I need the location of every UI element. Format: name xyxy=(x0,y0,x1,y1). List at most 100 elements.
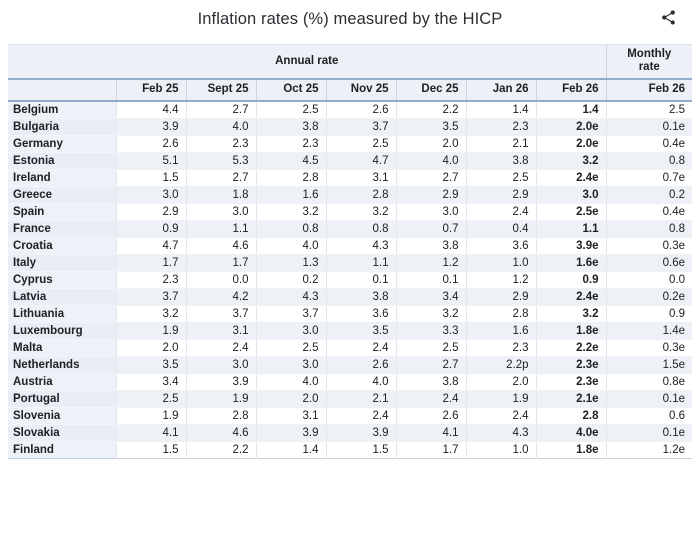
annual-rate-cell: 1.1 xyxy=(535,220,607,238)
table-row: France 0.9 1.1 0.8 0.8 0.7 0.4 1.1 0.8 xyxy=(8,220,693,238)
annual-rate-cell: 4.0 xyxy=(255,237,326,255)
country-label: Slovakia xyxy=(8,424,116,442)
table-row: Bulgaria 3.9 4.0 3.8 3.7 3.5 2.3 2.0e 0.1e xyxy=(8,118,693,136)
annual-rate-cell: 2.9 xyxy=(465,288,536,306)
monthly-rate-cell: 0.3e xyxy=(605,339,693,357)
monthly-rate-cell: 0.9 xyxy=(605,305,693,323)
annual-rate-cell: 2.1e xyxy=(535,390,607,408)
annual-rate-cell: 2.0e xyxy=(535,118,607,136)
annual-rate-cell: 2.4e xyxy=(535,169,607,187)
annual-rate-cell: 2.9 xyxy=(115,203,186,221)
annual-rate-cell: 2.7 xyxy=(185,100,256,119)
annual-rate-cell: 0.8 xyxy=(255,220,326,238)
annual-rate-cell: 2.2p xyxy=(465,356,536,374)
annual-rate-cell: 2.9 xyxy=(395,186,466,204)
country-label: Italy xyxy=(8,254,116,272)
annual-rate-cell: 2.5 xyxy=(325,135,396,153)
group-header-row: Annual rate Monthly rate xyxy=(8,44,693,80)
monthly-rate-cell: 0.0 xyxy=(605,271,693,289)
annual-rate-cell: 2.0 xyxy=(115,339,186,357)
annual-rate-cell: 2.3 xyxy=(255,135,326,153)
annual-rate-cell: 3.1 xyxy=(325,169,396,187)
table-row: Malta 2.0 2.4 2.5 2.4 2.5 2.3 2.2e 0.3e xyxy=(8,339,693,357)
annual-rate-cell: 2.6 xyxy=(115,135,186,153)
annual-rate-cell: 3.3 xyxy=(395,322,466,340)
table-row: Ireland 1.5 2.7 2.8 3.1 2.7 2.5 2.4e 0.7e xyxy=(8,169,693,187)
country-label: Germany xyxy=(8,135,116,153)
annual-rate-cell: 0.9 xyxy=(535,271,607,289)
annual-rate-cell: 1.4 xyxy=(255,441,326,458)
title-bar: Inflation rates (%) measured by the HICP xyxy=(0,0,700,40)
column-header-sept25: Sept 25 xyxy=(185,78,256,102)
annual-rate-cell: 3.8 xyxy=(395,237,466,255)
date-header-row: Feb 25 Sept 25 Oct 25 Nov 25 Dec 25 Jan … xyxy=(8,78,693,102)
monthly-rate-cell: 0.2e xyxy=(605,288,693,306)
column-header-dec25: Dec 25 xyxy=(395,78,466,102)
annual-rate-cell: 3.2 xyxy=(325,203,396,221)
annual-rate-cell: 2.1 xyxy=(465,135,536,153)
annual-rate-cell: 3.9 xyxy=(115,118,186,136)
annual-rate-cell: 1.7 xyxy=(395,441,466,458)
annual-rate-cell: 2.8 xyxy=(465,305,536,323)
annual-rate-cell: 3.1 xyxy=(255,407,326,425)
annual-rate-cell: 1.9 xyxy=(185,390,256,408)
country-label: Malta xyxy=(8,339,116,357)
annual-rate-cell: 3.6 xyxy=(325,305,396,323)
annual-rate-cell: 4.1 xyxy=(115,424,186,442)
country-label: Slovenia xyxy=(8,407,116,425)
monthly-rate-cell: 0.8 xyxy=(605,152,693,170)
annual-rate-cell: 4.0 xyxy=(255,373,326,391)
table-row: Austria 3.4 3.9 4.0 4.0 3.8 2.0 2.3e 0.8e xyxy=(8,373,693,391)
annual-rate-cell: 1.0 xyxy=(465,441,536,458)
country-label: Netherlands xyxy=(8,356,116,374)
annual-rate-cell: 3.8 xyxy=(325,288,396,306)
monthly-rate-cell: 0.3e xyxy=(605,237,693,255)
annual-rate-cell: 0.0 xyxy=(185,271,256,289)
monthly-rate-cell: 0.1e xyxy=(605,390,693,408)
annual-rate-cell: 4.3 xyxy=(325,237,396,255)
annual-rate-cell: 0.1 xyxy=(395,271,466,289)
annual-rate-cell: 3.0 xyxy=(185,356,256,374)
table-row: Slovakia 4.1 4.6 3.9 3.9 4.1 4.3 4.0e 0.1e xyxy=(8,424,693,442)
country-label: France xyxy=(8,220,116,238)
table-row: Latvia 3.7 4.2 4.3 3.8 3.4 2.9 2.4e 0.2e xyxy=(8,288,693,306)
table-row: Slovenia 1.9 2.8 3.1 2.4 2.6 2.4 2.8 0.6 xyxy=(8,407,693,425)
annual-rate-cell: 3.0 xyxy=(255,356,326,374)
annual-rate-cell: 4.2 xyxy=(185,288,256,306)
country-label: Luxembourg xyxy=(8,322,116,340)
annual-rate-cell: 3.8 xyxy=(255,118,326,136)
annual-rate-cell: 3.7 xyxy=(115,288,186,306)
country-label: Belgium xyxy=(8,100,116,119)
annual-rate-cell: 2.7 xyxy=(185,169,256,187)
annual-rate-cell: 2.3 xyxy=(115,271,186,289)
annual-rate-cell: 0.9 xyxy=(115,220,186,238)
annual-rate-cell: 1.5 xyxy=(115,441,186,458)
annual-rate-cell: 3.7 xyxy=(325,118,396,136)
annual-rate-cell: 3.6 xyxy=(465,237,536,255)
monthly-rate-cell: 0.1e xyxy=(605,118,693,136)
column-header-jan26: Jan 26 xyxy=(465,78,536,102)
annual-rate-cell: 1.9 xyxy=(465,390,536,408)
annual-rate-cell: 0.7 xyxy=(395,220,466,238)
annual-rate-cell: 2.4 xyxy=(325,407,396,425)
annual-rate-cell: 1.3 xyxy=(255,254,326,272)
table-row: Spain 2.9 3.0 3.2 3.2 3.0 2.4 2.5e 0.4e xyxy=(8,203,693,221)
annual-rate-cell: 0.1 xyxy=(325,271,396,289)
annual-rate-cell: 3.0 xyxy=(185,203,256,221)
monthly-rate-header: Monthly rate xyxy=(605,44,693,80)
annual-rate-cell: 2.9 xyxy=(465,186,536,204)
monthly-rate-cell: 1.2e xyxy=(605,441,693,458)
annual-rate-cell: 2.4 xyxy=(465,407,536,425)
table-row: Greece 3.0 1.8 1.6 2.8 2.9 2.9 3.0 0.2 xyxy=(8,186,693,204)
annual-rate-cell: 1.8 xyxy=(185,186,256,204)
country-label: Estonia xyxy=(8,152,116,170)
annual-rate-cell: 2.7 xyxy=(395,169,466,187)
table-row: Germany 2.6 2.3 2.3 2.5 2.0 2.1 2.0e 0.4e xyxy=(8,135,693,153)
annual-rate-cell: 4.3 xyxy=(465,424,536,442)
annual-rate-cell: 5.1 xyxy=(115,152,186,170)
share-icon[interactable] xyxy=(658,7,678,27)
annual-rate-cell: 3.4 xyxy=(395,288,466,306)
annual-rate-cell: 2.5 xyxy=(395,339,466,357)
annual-rate-cell: 3.2 xyxy=(115,305,186,323)
table-row: Estonia 5.1 5.3 4.5 4.7 4.0 3.8 3.2 0.8 xyxy=(8,152,693,170)
